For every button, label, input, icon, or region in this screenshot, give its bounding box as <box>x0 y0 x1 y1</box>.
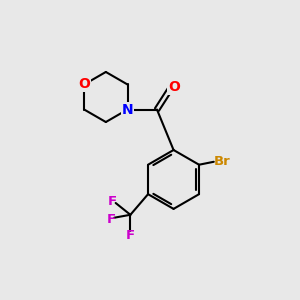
Text: O: O <box>168 80 180 94</box>
Text: N: N <box>122 103 133 116</box>
Text: F: F <box>126 229 135 242</box>
Text: O: O <box>78 77 90 92</box>
Text: F: F <box>107 213 116 226</box>
Text: Br: Br <box>214 155 231 168</box>
Text: F: F <box>108 195 117 208</box>
